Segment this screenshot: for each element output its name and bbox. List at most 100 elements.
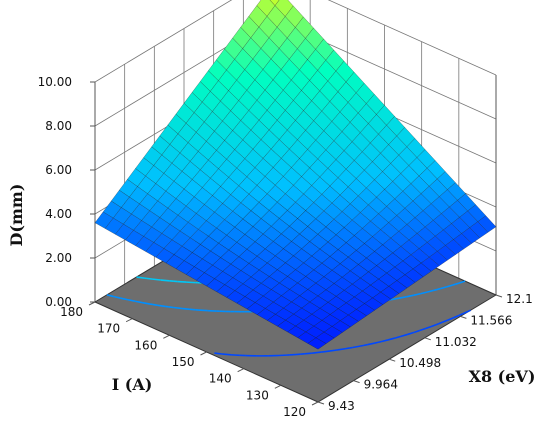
floor-contour-line (120, 297, 129, 301)
floor-contour-line (367, 342, 375, 346)
floor-contour-line (398, 296, 406, 300)
floor-contour-line (168, 306, 174, 309)
floor-contour-line (426, 289, 434, 293)
floor-contour-line (160, 279, 170, 282)
floor-contour-line (146, 277, 153, 280)
y-tick-label: 10.498 (399, 356, 441, 370)
y-tick-label: 12.1 (506, 292, 533, 306)
z-tick-label: 4.00 (45, 207, 72, 221)
floor-contour-line (142, 301, 151, 305)
floor-contour-line (114, 295, 121, 299)
z-tick-label: 6.00 (45, 163, 72, 177)
floor-contour-line (198, 309, 208, 312)
surface-cell (307, 337, 327, 350)
floor-contour-line (439, 286, 447, 290)
y-axis-title: X8 (eV) (469, 367, 536, 386)
x-tick-label: 130 (246, 388, 269, 402)
response-surface (94, 0, 497, 350)
floor-contour-line (363, 343, 368, 347)
x-tick-mark (125, 318, 133, 323)
floor-contour-line (106, 294, 114, 298)
z-axis-ticks: 0.00 2.00 4.00 6.00 8.00 10.00 (38, 75, 95, 309)
floor-contour-line (406, 331, 414, 336)
floor-contour-line (352, 345, 361, 349)
floor-contour-line (182, 307, 191, 311)
floor-contour-line (436, 287, 441, 291)
x-tick-mark (163, 334, 170, 339)
floor-contour-line (337, 347, 346, 351)
x-tick-mark (274, 384, 282, 389)
floor-contour-line (441, 319, 449, 324)
z-tick-label: 0.00 (45, 295, 72, 309)
x-axis-ticks: 180 170 160 150 140 130 120 (60, 301, 319, 419)
floor-contour-line (436, 323, 439, 326)
floor-contour-line (127, 298, 136, 303)
floor-contour-line (391, 297, 400, 301)
x-tick-label: 160 (134, 338, 157, 352)
floor-contour-line (344, 347, 350, 350)
y-tick-mark (353, 380, 360, 384)
y-tick-label: 9.43 (328, 399, 355, 413)
floor-contour-line (458, 312, 465, 317)
floor-contour-line (406, 294, 414, 298)
y-tick-mark (495, 294, 503, 298)
y-tick-mark (424, 337, 431, 341)
floor-contour-line (433, 288, 438, 292)
z-tick-label: 8.00 (45, 119, 72, 133)
y-tick-label: 11.032 (435, 335, 477, 349)
floor-contour-line (173, 306, 182, 310)
floor-contour-line (359, 344, 364, 347)
x-tick-mark (88, 301, 96, 306)
floor-contour-line (395, 335, 402, 339)
floor-contour-line (136, 276, 145, 279)
y-tick-label: 11.566 (470, 313, 512, 327)
floor-contour-line (214, 352, 222, 355)
x-tick-label: 170 (97, 322, 120, 336)
wall-hgrid (94, 0, 497, 83)
floor-contour-line (329, 349, 337, 352)
floor-contour-line (323, 350, 330, 353)
y-tick-label: 9.964 (364, 378, 398, 392)
floor-contour-line (152, 303, 158, 307)
floor-contour-line (455, 282, 460, 285)
floor-contour-line (419, 327, 426, 332)
floor-contour-line (222, 353, 232, 356)
floor-contour-line (446, 284, 454, 288)
floor-contour-line (387, 337, 395, 341)
x-tick-label: 150 (172, 355, 195, 369)
z-tick-label: 2.00 (45, 251, 72, 265)
floor-contour-line (452, 314, 459, 319)
floor-contour-line (468, 309, 471, 312)
x-tick-label: 180 (60, 305, 83, 319)
x-tick-label: 120 (283, 405, 306, 419)
floor-contour-line (414, 329, 420, 333)
x-tick-mark (200, 351, 207, 356)
floor-contour-line (438, 321, 443, 325)
floor-contour-line (304, 352, 312, 355)
floor-contour-line (424, 325, 432, 330)
floor-contour-line (430, 323, 437, 328)
floor-contour-line (349, 346, 353, 349)
floor-contour-line (458, 280, 466, 284)
floor-contour-line (374, 341, 379, 344)
floor-contour-line (452, 283, 456, 286)
floor-contour-line (157, 304, 166, 308)
x-axis-title: I (A) (112, 375, 153, 394)
z-tick-label: 10.00 (38, 75, 72, 89)
z-axis-title: D(mm) (7, 184, 26, 247)
floor-contour-line (463, 310, 470, 315)
floor-contour-line (447, 317, 454, 321)
floor-contour-line (380, 339, 389, 343)
floor-contour-line (152, 278, 161, 281)
y-tick-mark (460, 315, 467, 319)
floor-contour-line (378, 340, 382, 344)
floor-contour-line (312, 351, 322, 354)
floor-contour-line (177, 280, 187, 283)
floor-contour-line (189, 308, 196, 311)
y-tick-mark (389, 358, 396, 362)
floor-contour-line (420, 291, 428, 295)
y-tick-mark (317, 401, 325, 405)
floor-contour-line (400, 333, 408, 338)
